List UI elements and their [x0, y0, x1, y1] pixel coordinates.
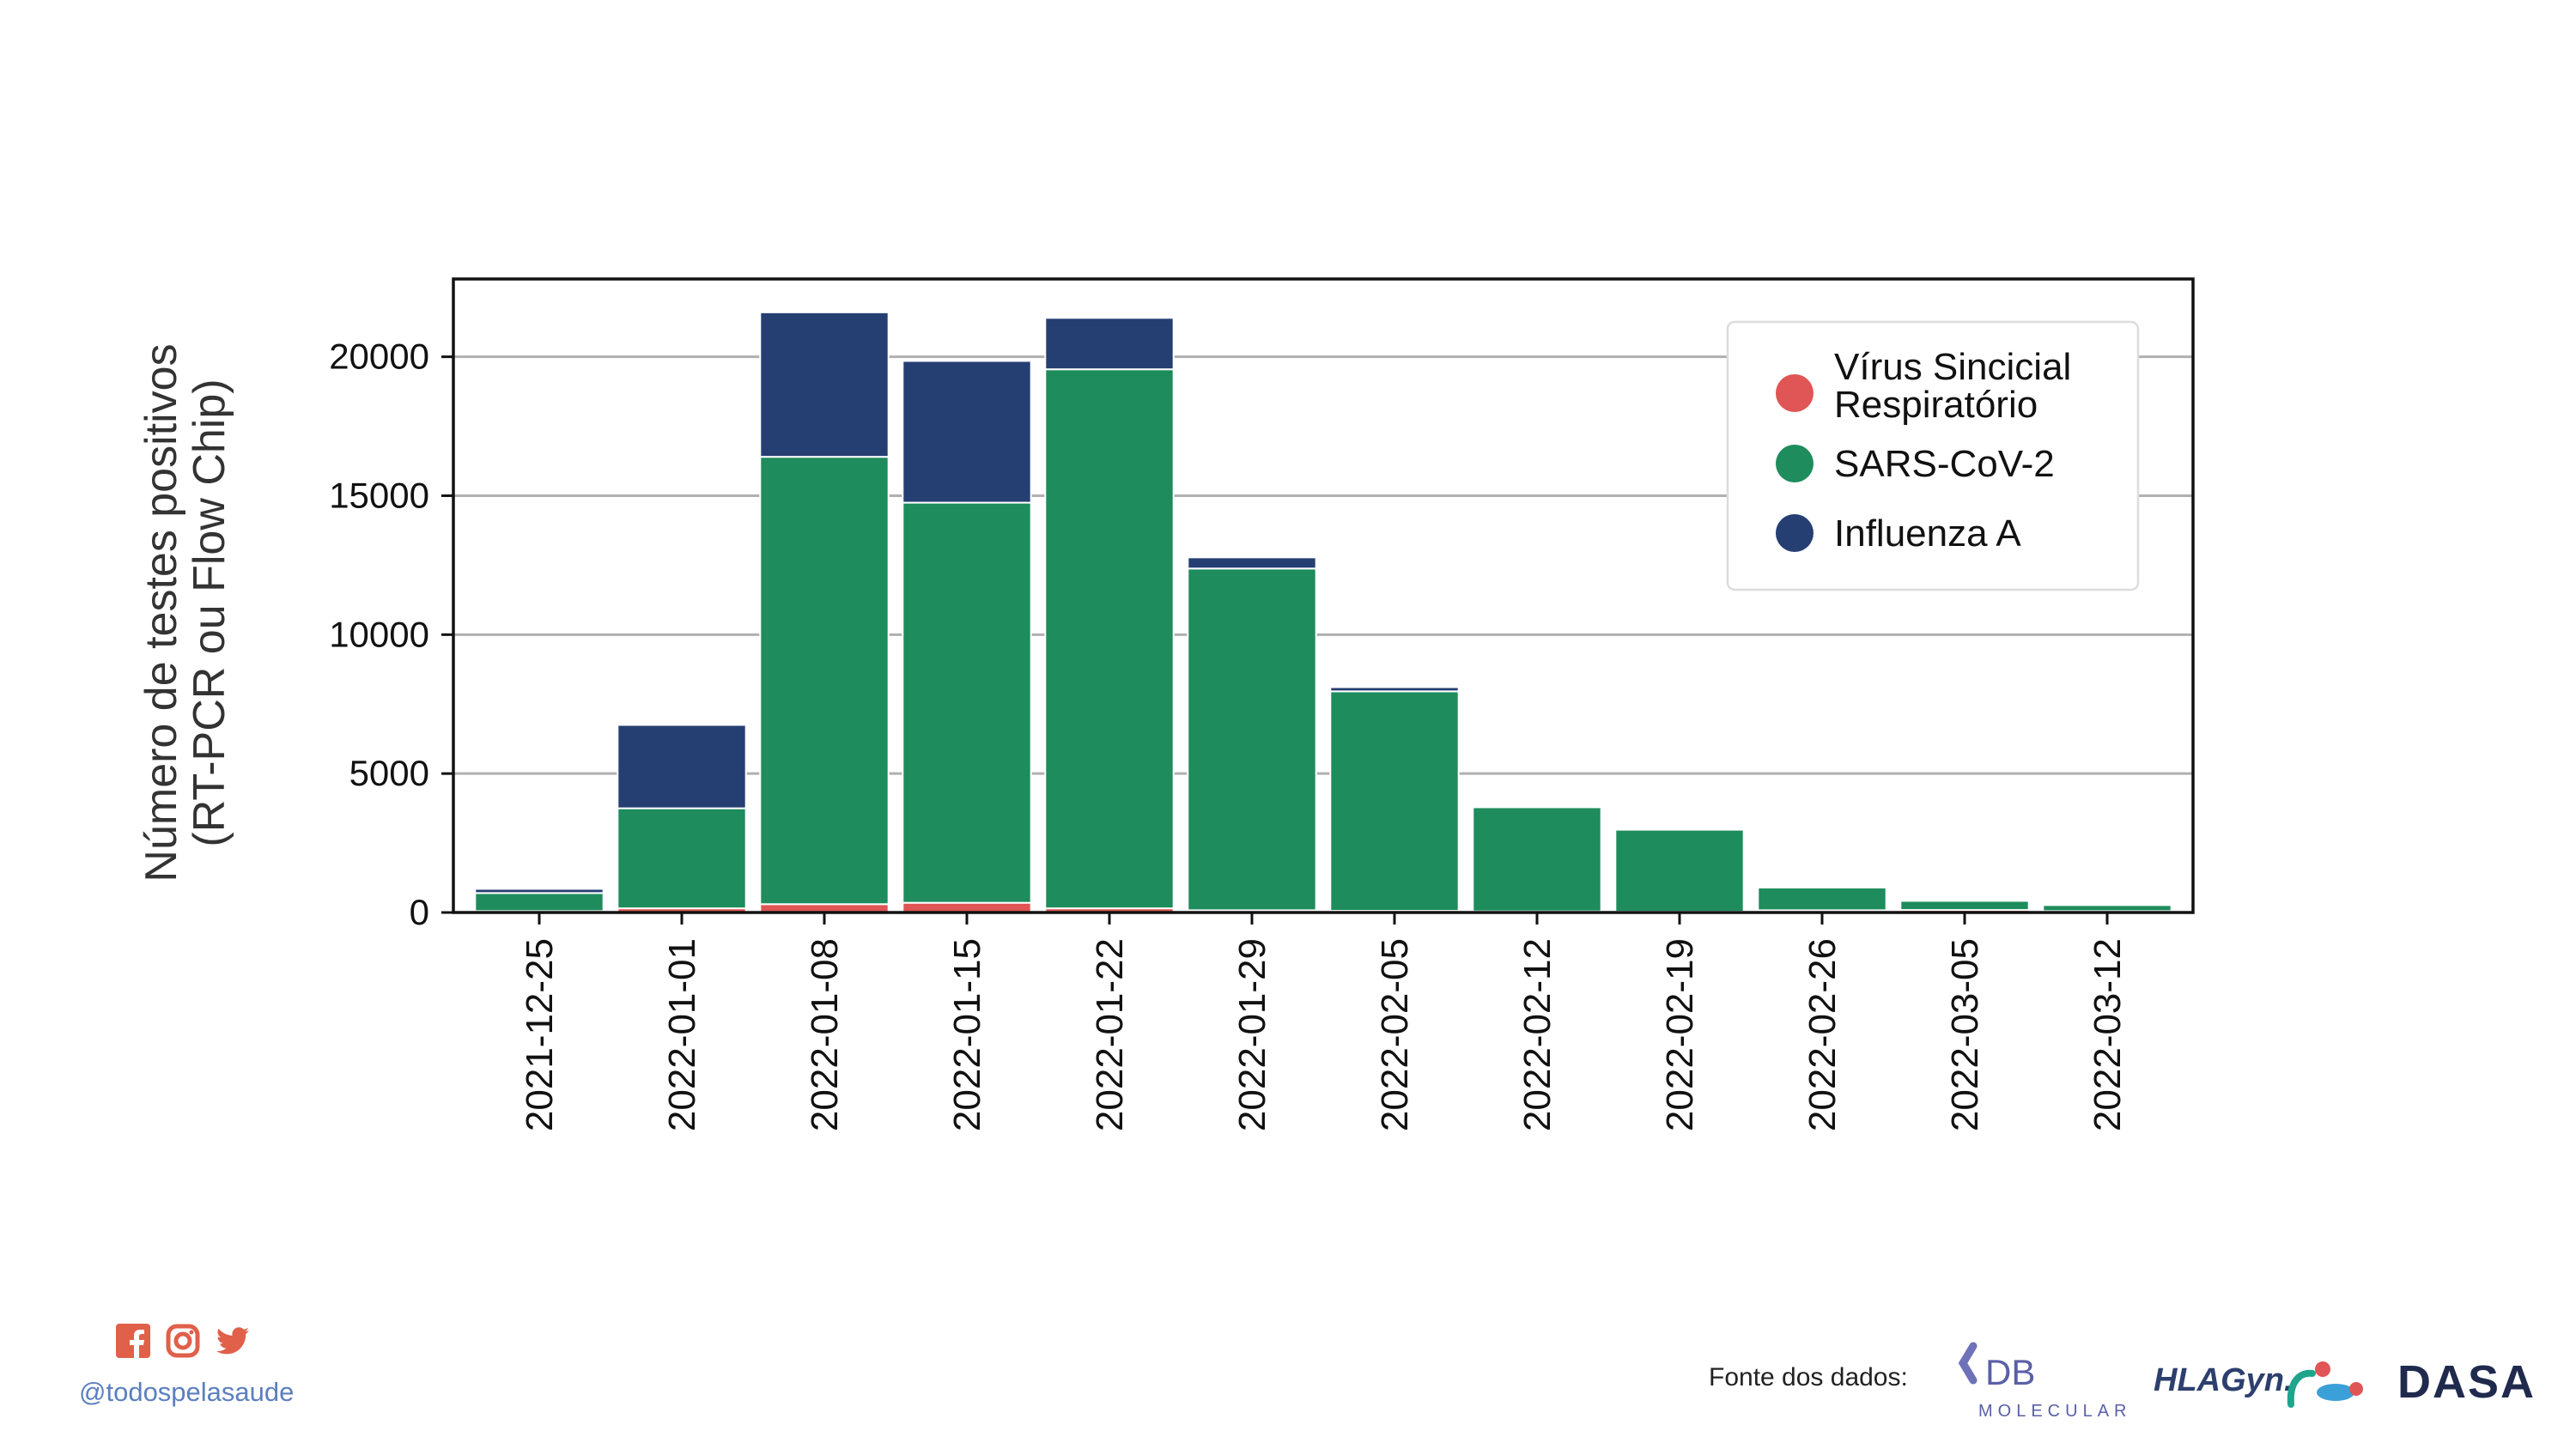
bar-segment: [1044, 368, 1175, 910]
x-tick-label: 2022-02-19: [1659, 938, 1701, 1131]
legend-label: Influenza A: [1834, 512, 2021, 555]
social-handle[interactable]: @todospelasaude: [79, 1377, 295, 1407]
twitter-icon[interactable]: [216, 1324, 250, 1358]
legend-label: Vírus Sincicial Respiratório: [1834, 346, 2071, 426]
legend-label: SARS-CoV-2: [1834, 443, 2055, 485]
bar-segment: [1614, 828, 1745, 831]
y-axis-title-line: Número de testes positivos: [137, 343, 186, 882]
bar-segment: [2042, 904, 2172, 912]
bar-segment: [1472, 806, 1602, 912]
dasa-logo: DASA: [2397, 1356, 2536, 1406]
x-tick-label: 2022-01-22: [1089, 938, 1131, 1131]
y-tick-label: 10000: [329, 614, 429, 654]
y-tick-label: 0: [410, 892, 429, 932]
bar-segment: [1187, 567, 1317, 912]
hlagyn-logo-text: HLAGyn.: [2154, 1362, 2293, 1398]
x-tick-label: 2022-02-05: [1374, 938, 1416, 1131]
y-tick-label: 15000: [329, 475, 429, 515]
bar-segment: [902, 360, 1032, 504]
legend-marker: [1776, 514, 1814, 552]
bar-segment: [759, 311, 890, 458]
bar-segment: [902, 501, 1032, 904]
bar-segment: [759, 456, 890, 906]
data-source-label: Fonte dos dados:: [1709, 1363, 1908, 1391]
legend-marker: [1776, 374, 1814, 412]
legend-box: [1726, 320, 2140, 591]
facebook-icon[interactable]: [116, 1324, 150, 1358]
db-logo-sub: MOLECULAR: [1978, 1402, 2128, 1421]
y-axis-title: Número de testes positivos(RT-PCR ou Flo…: [137, 343, 234, 882]
legend-label-line: Influenza A: [1834, 512, 2021, 555]
y-tick-label: 20000: [329, 336, 429, 377]
x-tick-label: 2022-01-01: [661, 938, 703, 1131]
legend-label-line: Vírus Sincicial: [1834, 346, 2071, 388]
bar-segment: [1329, 690, 1460, 912]
db-molecular-logo: DB MOLECULAR: [1958, 1342, 2128, 1421]
x-tick-label: 2022-03-12: [2087, 938, 2129, 1131]
legend-label-line: Respiratório: [1834, 384, 2038, 426]
x-tick-label: 2022-02-26: [1801, 938, 1844, 1131]
y-axis-title-line: (RT-PCR ou Flow Chip): [185, 379, 234, 846]
bar-segment: [617, 807, 747, 910]
bar-segment: [1614, 828, 1745, 913]
x-tick-label: 2022-02-12: [1516, 938, 1558, 1131]
bar-segment: [1472, 804, 1602, 809]
x-tick-label: 2022-01-08: [804, 938, 846, 1131]
x-tick-label: 2022-01-29: [1231, 938, 1273, 1131]
plot-frame: [452, 277, 2195, 914]
x-tick-label: 2021-12-25: [519, 938, 561, 1131]
bar-segment: [474, 888, 605, 894]
bar-segment: [474, 892, 605, 912]
bar-segment: [1899, 900, 2030, 912]
bar-segment: [1044, 317, 1175, 371]
y-tick-label: 5000: [349, 753, 429, 793]
social-links: [116, 1324, 250, 1358]
instagram-icon[interactable]: [166, 1324, 200, 1358]
legend-marker: [1776, 445, 1814, 482]
legend-label-line: SARS-CoV-2: [1834, 443, 2055, 485]
bar-segment: [617, 724, 747, 809]
db-logo-main: DB: [1985, 1352, 2035, 1392]
bar-segment: [1329, 686, 1460, 693]
bar-segment: [1757, 886, 1887, 912]
x-tick-label: 2022-03-05: [1944, 938, 1986, 1131]
bar-segment: [1187, 556, 1317, 570]
x-tick-label: 2022-01-15: [946, 938, 988, 1131]
hlagyn-logo: HLAGyn.: [2154, 1361, 2363, 1408]
dasa-logo-text: DASA: [2397, 1356, 2536, 1406]
